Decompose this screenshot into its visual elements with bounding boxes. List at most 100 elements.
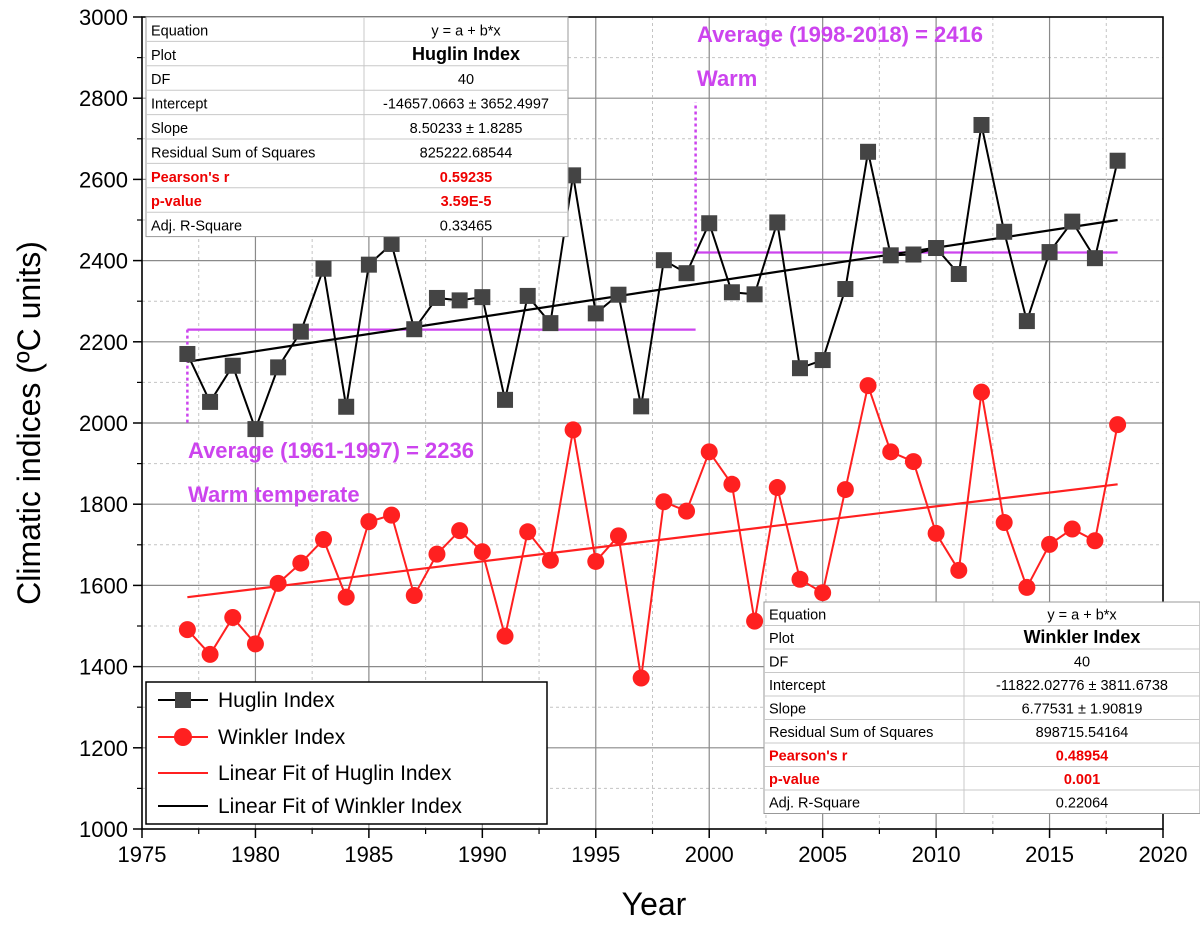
huglin-table-value: 8.50233 ± 1.8285 bbox=[410, 121, 523, 137]
winkler-point bbox=[995, 513, 1013, 531]
winkler-point bbox=[746, 612, 764, 630]
winkler-point bbox=[315, 531, 333, 549]
winkler-point bbox=[700, 443, 718, 461]
y-tick-label: 2400 bbox=[79, 249, 128, 274]
axes: 1975 1980 1985 1990 1995 2000 2005 2010 2015 2020… bbox=[79, 5, 1187, 867]
winkler-point bbox=[950, 561, 968, 579]
huglin-table-value: Huglin Index bbox=[412, 44, 520, 64]
winkler-table-label: DF bbox=[769, 655, 788, 671]
huglin-table-background bbox=[145, 16, 569, 238]
winkler-point bbox=[1063, 520, 1081, 538]
winkler-point bbox=[428, 545, 446, 563]
winkler-table-label: Residual Sum of Squares bbox=[769, 725, 933, 741]
x-axis-title: Year bbox=[622, 886, 687, 922]
legend-label-fit-huglin: Linear Fit of Huglin Index bbox=[218, 762, 452, 785]
winkler-point bbox=[360, 513, 378, 531]
huglin-table-value: -14657.0663 ± 3652.4997 bbox=[383, 97, 549, 113]
winkler-point bbox=[451, 522, 469, 540]
x-tick-label: 2000 bbox=[685, 842, 734, 867]
winkler-table-value: y = a + b*x bbox=[1047, 608, 1117, 624]
huglin-point bbox=[769, 214, 786, 231]
y-tick-label: 1800 bbox=[79, 492, 128, 517]
huglin-point bbox=[882, 247, 899, 264]
huglin-table-value: 825222.68544 bbox=[420, 145, 513, 161]
huglin-point bbox=[1086, 250, 1103, 267]
winkler-point bbox=[882, 443, 900, 461]
huglin-point bbox=[338, 398, 355, 415]
winkler-point bbox=[178, 621, 196, 639]
huglin-point bbox=[270, 359, 287, 376]
average-label-early: Average (1961-1997) = 2236 bbox=[188, 438, 474, 463]
huglin-table-label: Intercept bbox=[151, 97, 207, 113]
y-tick-label: 1000 bbox=[79, 817, 128, 842]
winkler-table-value: 6.77531 ± 1.90819 bbox=[1022, 702, 1143, 718]
winkler-point bbox=[246, 635, 264, 653]
huglin-point bbox=[837, 281, 854, 298]
legend-label-fit-winkler: Linear Fit of Winkler Index bbox=[218, 795, 462, 818]
winkler-point bbox=[1018, 578, 1036, 596]
winkler-table-label: Intercept bbox=[769, 678, 825, 694]
huglin-point bbox=[360, 256, 377, 273]
legend-marker-huglin bbox=[175, 692, 191, 708]
huglin-table-value: y = a + b*x bbox=[431, 23, 501, 39]
huglin-point bbox=[1109, 152, 1126, 169]
y-tick-label: 2200 bbox=[79, 330, 128, 355]
average-label-late: Average (1998-2018) = 2416 bbox=[697, 22, 983, 47]
winkler-point bbox=[383, 506, 401, 524]
huglin-point bbox=[519, 287, 536, 304]
huglin-table-value: 40 bbox=[458, 72, 474, 88]
winkler-table-value: 0.22064 bbox=[1056, 796, 1108, 812]
legend: Huglin Index Winkler Index Linear Fit of H… bbox=[145, 681, 548, 825]
winkler-point bbox=[972, 383, 990, 401]
huglin-point bbox=[610, 286, 627, 303]
y-axis-title: Climatic indices (ºC units) bbox=[11, 241, 47, 605]
winkler-table-value: 898715.54164 bbox=[1036, 725, 1129, 741]
huglin-table-label: Adj. R-Square bbox=[151, 219, 242, 235]
winkler-point bbox=[269, 574, 287, 592]
winkler-table-label: Equation bbox=[769, 608, 826, 624]
y-tick-label: 2800 bbox=[79, 86, 128, 111]
legend-box bbox=[145, 681, 548, 825]
winkler-point bbox=[768, 479, 786, 497]
huglin-point bbox=[791, 360, 808, 377]
x-tick-label: 1985 bbox=[344, 842, 393, 867]
huglin-point bbox=[247, 421, 264, 438]
series bbox=[178, 116, 1127, 687]
winkler-point bbox=[292, 554, 310, 572]
winkler-point bbox=[791, 570, 809, 588]
huglin-point bbox=[1041, 244, 1058, 261]
winkler-point bbox=[814, 584, 832, 602]
huglin-point bbox=[474, 289, 491, 306]
huglin-table-value: 0.33465 bbox=[440, 219, 492, 235]
winkler-table-label: Slope bbox=[769, 702, 806, 718]
huglin-point bbox=[996, 223, 1013, 240]
huglin-table-label: Equation bbox=[151, 23, 208, 39]
huglin-point bbox=[723, 284, 740, 301]
winkler-point bbox=[1109, 416, 1127, 434]
winkler-point bbox=[859, 377, 877, 395]
winkler-point bbox=[609, 527, 627, 545]
winkler-table-label: Adj. R-Square bbox=[769, 796, 860, 812]
huglin-point bbox=[928, 240, 945, 257]
winkler-point bbox=[723, 475, 741, 493]
x-tick-label: 1980 bbox=[231, 842, 280, 867]
y-tick-label: 1600 bbox=[79, 573, 128, 598]
huglin-point bbox=[224, 357, 241, 374]
y-tick-label: 2000 bbox=[79, 411, 128, 436]
legend-marker-winkler bbox=[174, 728, 192, 746]
huglin-point bbox=[746, 286, 763, 303]
fit-line-red bbox=[187, 483, 1118, 599]
huglin-table-value: 3.59E-5 bbox=[441, 194, 492, 210]
huglin-table-label: p-value bbox=[151, 194, 202, 210]
winkler-point bbox=[337, 588, 355, 606]
winkler-point bbox=[201, 645, 219, 663]
winkler-point bbox=[632, 669, 650, 687]
winkler-table-value: 40 bbox=[1074, 655, 1090, 671]
winkler-point bbox=[496, 627, 514, 645]
huglin-point bbox=[497, 391, 514, 408]
huglin-point bbox=[814, 352, 831, 369]
y-tick-label: 1200 bbox=[79, 736, 128, 761]
huglin-point bbox=[292, 323, 309, 340]
stats-table-huglin: Equation y = a + b*x Plot Huglin Index DF 40 I… bbox=[145, 16, 569, 238]
